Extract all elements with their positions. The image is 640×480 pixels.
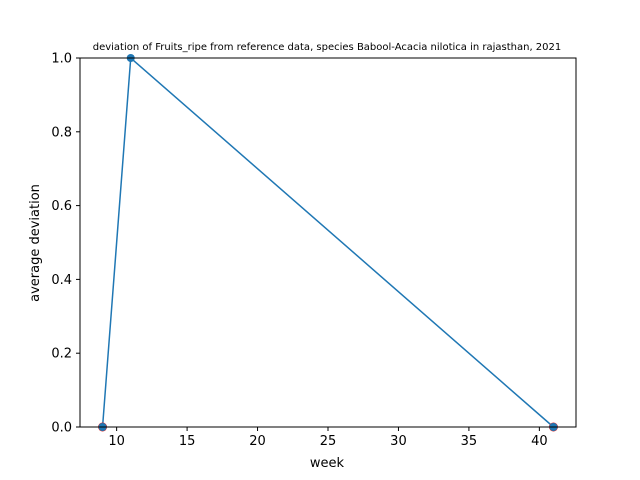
x-tick-label: 15 bbox=[179, 434, 196, 449]
y-tick-label: 0.0 bbox=[51, 421, 72, 436]
x-axis: 10 15 20 25 30 35 40 bbox=[108, 427, 548, 449]
y-axis: 0.0 0.2 0.4 0.6 0.8 1.0 bbox=[51, 52, 80, 436]
x-tick-label: 35 bbox=[461, 434, 478, 449]
x-tick-label: 10 bbox=[108, 434, 125, 449]
x-axis-label: week bbox=[310, 456, 345, 471]
y-tick-label: 0.2 bbox=[51, 347, 72, 362]
y-tick-label: 0.6 bbox=[51, 199, 72, 214]
x-tick-label: 30 bbox=[390, 434, 407, 449]
y-axis-label: average deviation bbox=[28, 184, 43, 302]
chart-title: deviation of Fruits_ripe from reference … bbox=[93, 42, 562, 53]
x-tick-label: 40 bbox=[531, 434, 548, 449]
x-tick-label: 25 bbox=[320, 434, 337, 449]
x-tick-label: 20 bbox=[249, 434, 266, 449]
y-tick-label: 1.0 bbox=[51, 52, 72, 67]
y-tick-label: 0.8 bbox=[51, 125, 72, 140]
y-tick-label: 0.4 bbox=[51, 273, 72, 288]
